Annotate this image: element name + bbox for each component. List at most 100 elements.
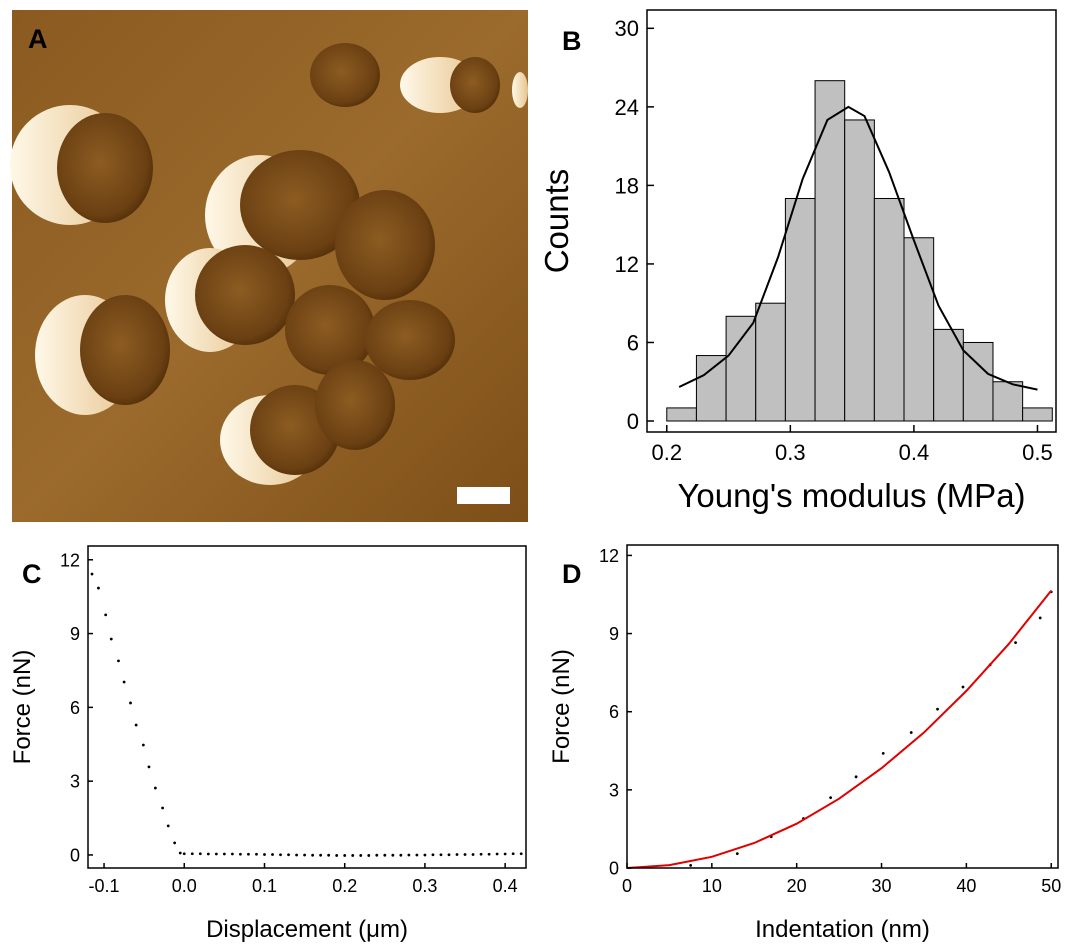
y-tick-label: 6 <box>609 702 619 722</box>
point <box>1038 616 1042 620</box>
point <box>479 852 483 856</box>
x-tick-label: 0.1 <box>252 876 277 896</box>
point <box>134 723 138 727</box>
point <box>263 853 266 856</box>
point <box>495 852 499 856</box>
point <box>178 851 182 855</box>
point <box>122 680 126 684</box>
point <box>359 854 363 857</box>
bar <box>695 355 727 422</box>
point <box>415 853 419 857</box>
y-tick-label: 3 <box>70 772 80 792</box>
point <box>829 796 833 800</box>
point <box>271 853 274 856</box>
y-tick-label: 3 <box>609 780 619 800</box>
point <box>109 637 113 641</box>
point <box>147 765 151 769</box>
point <box>423 853 427 857</box>
x-tick-label: 50 <box>1041 876 1061 896</box>
fit-curve <box>678 105 1038 391</box>
x-tick-label: 0.2 <box>332 876 357 896</box>
bar <box>903 237 935 422</box>
y-tick-label: 6 <box>70 698 80 718</box>
point <box>206 852 210 856</box>
x-tick-label: 20 <box>787 876 807 896</box>
x-tick-label: 30 <box>872 876 892 896</box>
point <box>166 824 170 828</box>
x-tick-label: 40 <box>956 876 976 896</box>
bar <box>666 407 697 422</box>
point <box>104 613 108 617</box>
y-tick-label: 12 <box>60 550 80 570</box>
point <box>391 853 395 857</box>
point <box>97 586 100 590</box>
point <box>961 685 965 689</box>
point <box>689 863 693 867</box>
axis-frame <box>87 545 527 869</box>
point <box>431 853 435 857</box>
point <box>129 701 132 705</box>
y-tick-label: 18 <box>615 173 639 198</box>
x-tick-label: 0.2 <box>651 440 682 465</box>
point <box>303 853 306 857</box>
point <box>854 775 858 779</box>
x-tick-label: 0.3 <box>412 876 437 896</box>
point <box>141 743 145 747</box>
point <box>375 853 379 857</box>
point <box>463 853 467 856</box>
bar <box>873 197 905 422</box>
point <box>909 731 913 734</box>
y-tick-label: 6 <box>627 330 639 355</box>
point <box>327 853 331 857</box>
bar <box>844 119 875 422</box>
y-axis-title: Counts <box>538 169 575 274</box>
x-tick-label: 0.5 <box>1022 440 1053 465</box>
point <box>936 707 939 711</box>
x-tick-label: 0.0 <box>172 876 197 896</box>
point <box>247 852 250 856</box>
x-axis-title: Indentation (nm) <box>755 916 930 943</box>
y-tick-label: 9 <box>70 624 80 644</box>
point <box>198 852 202 856</box>
point <box>351 854 355 857</box>
bar <box>784 197 816 422</box>
y-tick-label: 30 <box>615 16 639 41</box>
afm-image <box>10 10 528 522</box>
point <box>311 853 315 857</box>
point <box>182 852 186 856</box>
axis-frame <box>646 9 1057 433</box>
point <box>367 854 371 857</box>
point <box>343 854 347 857</box>
point <box>407 853 411 857</box>
point <box>735 852 739 856</box>
point <box>511 852 515 856</box>
point <box>153 786 157 790</box>
y-axis-title: Force (nN) <box>9 650 36 765</box>
panel-label: D <box>562 559 582 589</box>
bar <box>725 315 757 422</box>
point <box>399 853 403 857</box>
point <box>173 841 177 845</box>
point <box>255 852 258 856</box>
bar <box>992 381 1024 422</box>
fit-curve <box>626 589 1052 869</box>
point <box>1014 641 1017 645</box>
y-tick-label: 12 <box>615 252 639 277</box>
point <box>439 853 443 857</box>
point <box>222 852 226 856</box>
y-tick-label: 9 <box>609 624 619 644</box>
point <box>117 659 120 663</box>
point <box>471 853 475 856</box>
point <box>503 852 507 856</box>
point <box>287 853 290 857</box>
y-tick-label: 0 <box>609 858 619 878</box>
panel-label: A <box>28 24 48 54</box>
x-axis-title: Young's modulus (MPa) <box>677 477 1025 514</box>
x-tick-label: 0 <box>622 876 632 896</box>
x-tick-label: 0.4 <box>899 440 930 465</box>
point <box>239 852 242 856</box>
point <box>190 852 194 856</box>
panel-label: C <box>22 559 42 589</box>
